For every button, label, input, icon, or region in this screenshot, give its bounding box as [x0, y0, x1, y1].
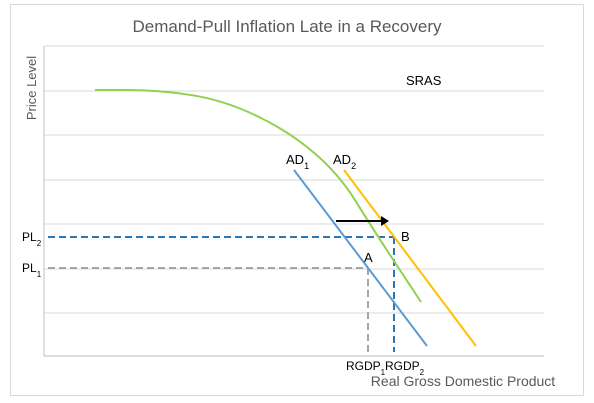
- output-tick-b: RGDP2: [385, 359, 425, 377]
- curve-ad1: [293, 169, 428, 347]
- point-label-a: A: [364, 250, 373, 265]
- grid-lines: [44, 45, 544, 314]
- label-sras: SRAS: [406, 73, 442, 88]
- output-tick-a: RGDP1: [346, 359, 386, 377]
- price-tick-a: PL1: [22, 261, 42, 279]
- curves: [95, 89, 477, 347]
- point-label-b: B: [401, 229, 410, 244]
- equilibrium-guides: [48, 236, 395, 352]
- label-ad1: AD1: [286, 152, 309, 171]
- price-tick-b: PL2: [22, 230, 42, 248]
- curve-sras: [95, 89, 422, 303]
- label-ad2: AD2: [333, 152, 356, 171]
- shift-arrow-head: [381, 216, 389, 226]
- y-axis-label: Price Level: [24, 56, 39, 120]
- curve-labels: AD1 AD2 SRAS A PL1 RGDP1 B PL2 RGDP2: [22, 73, 442, 377]
- chart-title: Demand-Pull Inflation Late in a Recovery: [133, 17, 442, 36]
- x-axis-label: Real Gross Domestic Product: [371, 373, 556, 389]
- curve-ad2: [343, 169, 477, 347]
- chart-frame: [10, 4, 584, 396]
